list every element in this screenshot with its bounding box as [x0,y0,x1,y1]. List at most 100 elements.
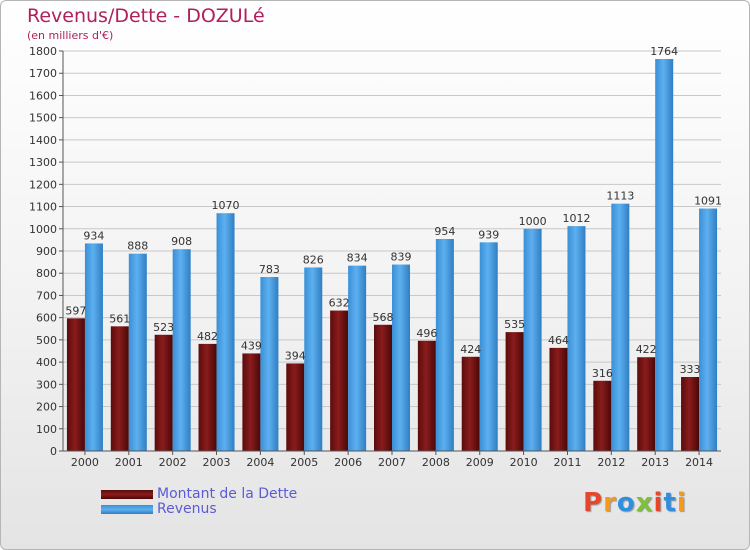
x-tick-label: 2002 [159,456,187,469]
y-tick-label: 800 [36,267,57,280]
y-tick-label: 1500 [29,112,57,125]
legend: Montant de la Dette Revenus [101,487,297,517]
x-tick-label: 2007 [378,456,406,469]
bar-revenus [216,213,235,451]
y-tick-label: 1700 [29,67,57,80]
data-label-dette: 424 [460,343,481,356]
bar-revenus [84,243,103,451]
data-label-dette: 523 [153,321,174,334]
y-tick-label: 1300 [29,156,57,169]
y-tick-label: 100 [36,423,57,436]
bar-dette [417,340,436,451]
bar-dette [154,334,173,451]
bar-dette [461,356,480,451]
data-label-dette: 597 [65,304,86,317]
x-tick-label: 2004 [246,456,274,469]
y-tick-label: 400 [36,356,57,369]
data-label-revenus: 839 [391,251,412,264]
bar-dette [242,353,261,451]
bar-dette [330,310,349,451]
data-label-revenus: 934 [83,229,104,242]
y-tick-label: 500 [36,334,57,347]
bar-revenus [304,267,323,451]
data-label-dette: 561 [109,312,130,325]
legend-swatch-dette [101,490,153,499]
bar-revenus [523,228,542,451]
y-tick-label: 1600 [29,89,57,102]
x-tick-label: 2012 [597,456,625,469]
bar-dette [286,363,305,451]
data-label-dette: 482 [197,330,218,343]
x-tick-label: 2009 [466,456,494,469]
data-label-dette: 632 [329,297,350,310]
data-label-dette: 464 [548,334,569,347]
bar-revenus [567,226,586,451]
data-label-revenus: 1000 [519,215,547,228]
legend-item-revenus: Revenus [101,502,297,517]
bar-revenus [260,277,279,451]
x-tick-label: 2006 [334,456,362,469]
x-tick-label: 2014 [685,456,713,469]
data-label-revenus: 783 [259,263,280,276]
bar-dette [593,380,612,451]
x-tick-label: 2011 [553,456,581,469]
legend-swatch-revenus [101,505,153,514]
y-tick-label: 200 [36,401,57,414]
data-label-dette: 439 [241,339,262,352]
data-label-dette: 568 [373,311,394,324]
y-tick-label: 1800 [29,45,57,58]
y-tick-label: 600 [36,312,57,325]
y-tick-label: 900 [36,245,57,258]
data-label-revenus: 834 [347,252,368,265]
bar-revenus [128,253,147,451]
data-label-revenus: 908 [171,235,192,248]
x-tick-label: 2008 [422,456,450,469]
bar-revenus [348,265,367,451]
x-tick-label: 2000 [71,456,99,469]
y-tick-label: 300 [36,378,57,391]
x-tick-label: 2001 [115,456,143,469]
bar-revenus [699,208,718,451]
data-label-dette: 333 [680,363,701,376]
y-tick-label: 1100 [29,201,57,214]
y-tick-label: 1200 [29,178,57,191]
data-label-revenus: 826 [303,253,324,266]
data-label-revenus: 954 [434,225,455,238]
bar-dette [549,347,568,451]
legend-label-revenus: Revenus [157,501,217,517]
data-label-revenus: 888 [127,240,148,253]
bar-dette [110,326,129,451]
bar-revenus [655,59,674,451]
data-label-revenus: 1764 [650,45,678,58]
data-label-revenus: 1070 [212,199,240,212]
legend-label-dette: Montant de la Dette [157,486,298,502]
x-tick-label: 2003 [203,456,231,469]
proxiti-logo: Proxiti [583,488,687,518]
y-tick-label: 0 [50,445,57,458]
bar-dette [374,324,392,451]
y-tick-label: 1000 [29,223,57,236]
bar-dette [198,343,217,451]
y-tick-label: 1400 [29,134,57,147]
x-tick-label: 2013 [641,456,669,469]
legend-item-dette: Montant de la Dette [101,487,297,502]
x-tick-label: 2005 [290,456,318,469]
data-label-dette: 316 [592,367,613,380]
y-tick-label: 700 [36,289,57,302]
bar-revenus [611,203,630,451]
x-tick-label: 2010 [510,456,538,469]
data-label-revenus: 1091 [694,195,722,208]
bar-revenus [392,264,410,451]
bar-revenus [479,242,498,451]
data-label-revenus: 1012 [562,212,590,225]
data-label-dette: 535 [504,318,525,331]
data-label-dette: 394 [285,349,306,362]
bar-dette [681,377,700,451]
data-label-revenus: 1113 [606,190,634,203]
bar-revenus [172,249,191,451]
data-label-dette: 422 [636,343,657,356]
bar-revenus [435,239,454,451]
data-label-revenus: 939 [478,228,499,241]
